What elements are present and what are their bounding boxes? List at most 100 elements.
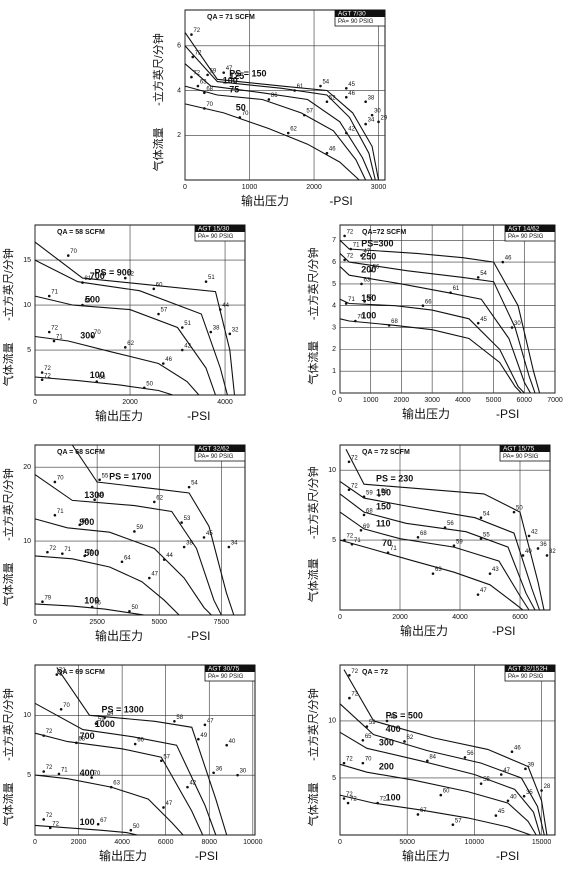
x-axis-label: 输出压力 — [402, 406, 450, 421]
point — [209, 330, 213, 334]
y-axis-label: 气体流量 — [1, 342, 15, 386]
y-tick-label: 6 — [177, 43, 181, 50]
point — [350, 542, 354, 546]
chart-subtitle: PA= 90 PSIG — [198, 234, 234, 240]
series-label: PS = 900 — [95, 267, 132, 277]
chart-title: AGT 15/75 — [503, 446, 535, 453]
point-label: 54 — [483, 511, 490, 517]
series-label: PS = 230 — [376, 474, 413, 484]
x-axis-unit: -PSI — [496, 849, 519, 863]
x-tick-label: 0 — [338, 614, 342, 621]
point — [109, 785, 113, 789]
point — [222, 71, 226, 74]
point — [348, 696, 351, 700]
chart-title: AGT 15/30 — [198, 226, 230, 233]
x-axis-label: 输出压力 — [241, 193, 289, 208]
point — [439, 793, 443, 797]
curve — [71, 444, 235, 616]
point-label: 42 — [531, 529, 538, 535]
point — [463, 756, 467, 759]
point — [319, 84, 322, 88]
point-label: 72 — [350, 797, 357, 803]
y-tick-label: 7 — [332, 237, 336, 244]
point — [161, 362, 165, 365]
chart-title: AGT 14/62 — [508, 226, 540, 233]
point-label: 50 — [146, 381, 153, 387]
point-label: 62 — [407, 735, 414, 741]
point — [346, 801, 350, 805]
x-tick-label: 0 — [338, 397, 342, 404]
series-label: 1000 — [95, 719, 115, 729]
point — [376, 801, 379, 805]
point — [103, 716, 107, 719]
point-label: 69 — [363, 524, 370, 530]
x-tick-label: 3000 — [424, 397, 440, 404]
point-label: 53 — [381, 489, 388, 495]
point-label: 40 — [229, 739, 236, 745]
point — [162, 558, 166, 561]
y-tick-label: 1 — [332, 368, 336, 375]
point — [421, 304, 425, 308]
point — [362, 495, 366, 499]
y-axis-label: 气体流量 — [1, 782, 15, 826]
point — [499, 773, 503, 776]
curve — [339, 318, 522, 394]
point — [66, 254, 70, 257]
y-tick-label: 4 — [177, 87, 181, 94]
point-label: 44 — [222, 303, 229, 309]
point-label: 72 — [351, 669, 358, 675]
point — [203, 723, 207, 727]
x-axis-unit: -PSI — [187, 629, 210, 643]
x-tick-label: 10000 — [243, 839, 263, 846]
point — [42, 818, 46, 821]
point-label: 65 — [365, 734, 372, 740]
point-label: 56 — [447, 521, 454, 527]
point-label: 47 — [166, 801, 173, 807]
annotation: QA = 69 SCFM — [57, 669, 105, 676]
point-label: 71 — [56, 335, 63, 341]
point-label: 57 — [163, 754, 170, 760]
series-label: 500 — [85, 294, 100, 304]
y-tick-label: 5 — [27, 347, 31, 354]
chart-title: AGT 32/62 — [198, 446, 230, 453]
point — [133, 530, 136, 533]
point — [57, 772, 61, 776]
point — [228, 332, 232, 336]
point — [363, 300, 366, 303]
point-label: 68 — [420, 531, 427, 537]
x-tick-label: 6000 — [516, 397, 532, 404]
point-label: 72 — [193, 71, 200, 77]
point — [387, 324, 391, 327]
point-label: 47 — [226, 66, 233, 72]
point — [403, 740, 406, 743]
point-label: 32 — [549, 549, 556, 555]
point-label: 66 — [137, 738, 144, 744]
chart-title: AGT 30/75 — [208, 666, 240, 673]
x-axis-unit: -PSI — [492, 624, 515, 638]
point-label: 45 — [348, 82, 355, 88]
chart-title: AGT 7/30 — [338, 11, 366, 18]
series-label: PS = 1300 — [101, 705, 143, 715]
point-label: 67 — [420, 808, 427, 814]
point — [148, 576, 151, 580]
y-axis-label: -立方英尺/分钟 — [1, 248, 15, 321]
point-label: 72 — [49, 546, 56, 552]
point-label: 38 — [213, 326, 220, 332]
point — [180, 521, 183, 524]
point-label: 47 — [364, 249, 371, 255]
point-label: 68 — [391, 319, 398, 325]
point-label: 67 — [85, 299, 92, 305]
plot-frame — [34, 224, 246, 396]
point — [344, 86, 348, 90]
point — [42, 734, 46, 737]
point-label: 52 — [127, 272, 134, 278]
y-axis-label: 气体流量 — [1, 562, 15, 606]
x-tick-label: 6000 — [158, 839, 174, 846]
point-label: 59 — [366, 490, 373, 496]
curve — [339, 511, 530, 611]
point — [48, 826, 52, 830]
title-band — [500, 445, 550, 452]
curve — [339, 794, 531, 836]
point-label: 38 — [186, 541, 193, 547]
